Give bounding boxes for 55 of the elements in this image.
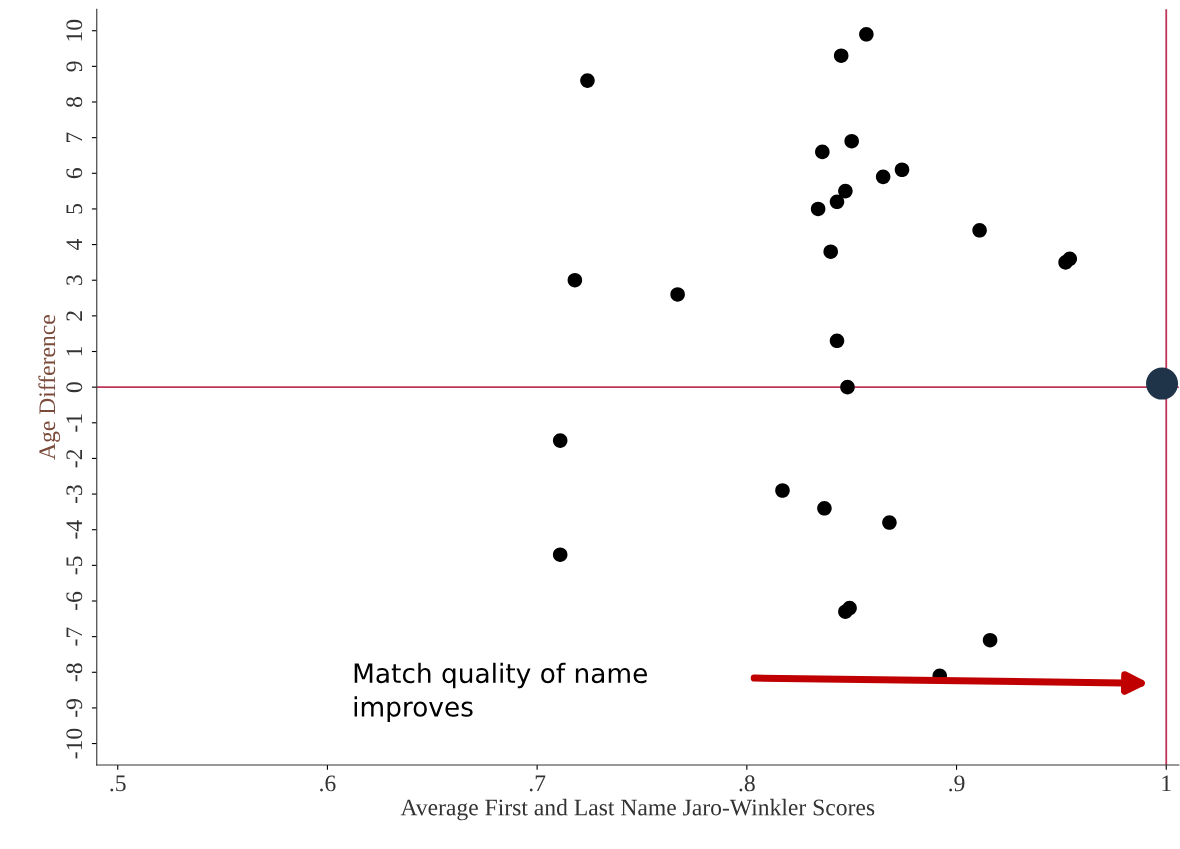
y-tick-label: 3	[66, 275, 83, 285]
y-tick-label: -1	[66, 414, 83, 432]
x-tick-label: .9	[949, 775, 965, 792]
y-tick-label: -4	[66, 520, 83, 539]
y-tick-label: 0	[66, 382, 83, 393]
point	[838, 183, 853, 199]
x-tick-label: 1	[1162, 775, 1171, 792]
point	[829, 333, 845, 349]
y-tick-label: -2	[66, 449, 83, 468]
y-tick-label: -5	[66, 556, 83, 575]
point	[552, 547, 568, 562]
point	[882, 515, 897, 530]
x-axis-title: Average First and Last Name Jaro-Winkler Scores	[400, 798, 875, 821]
y-tick-label: -8	[66, 663, 83, 682]
y-tick-label: 5	[66, 203, 83, 214]
point	[875, 169, 891, 185]
point	[670, 287, 685, 302]
point	[552, 433, 568, 448]
point	[833, 48, 849, 63]
point	[840, 379, 855, 395]
x-tick-label: .7	[529, 775, 546, 792]
point	[1058, 255, 1073, 270]
point	[982, 632, 998, 648]
point	[838, 604, 853, 619]
point	[580, 73, 595, 88]
y-tick-label: -7	[66, 627, 83, 646]
point	[829, 194, 845, 210]
y-tick-label: 2	[66, 311, 83, 321]
annotation: Match quality of name improves	[354, 662, 647, 722]
x-tick-label: .8	[739, 775, 755, 792]
y-tick-label: 7	[66, 132, 83, 142]
point	[859, 27, 874, 42]
point	[810, 201, 826, 217]
x-tick-label: .6	[320, 775, 336, 792]
y-tick-label: -3	[66, 485, 83, 504]
x-tick-label: .5	[110, 775, 126, 792]
point	[817, 501, 832, 516]
point	[844, 133, 859, 149]
y-tick-label: 1	[66, 347, 83, 356]
point	[567, 272, 583, 288]
y-axis-title: Age Difference	[38, 315, 61, 460]
y-tick-label: -6	[66, 591, 83, 610]
point	[815, 144, 830, 160]
y-tick-label: 10	[66, 19, 83, 41]
y-tick-label: 8	[66, 97, 83, 108]
y-tick-label: 6	[66, 168, 83, 179]
point	[823, 244, 838, 259]
y-tick-label: -10	[66, 728, 83, 759]
y-tick-label: 4	[66, 239, 83, 251]
point	[894, 162, 910, 178]
y-tick-label: -9	[66, 699, 83, 717]
point	[972, 223, 987, 238]
point	[775, 483, 790, 498]
y-tick-label: 9	[66, 61, 83, 72]
point	[1146, 367, 1179, 400]
